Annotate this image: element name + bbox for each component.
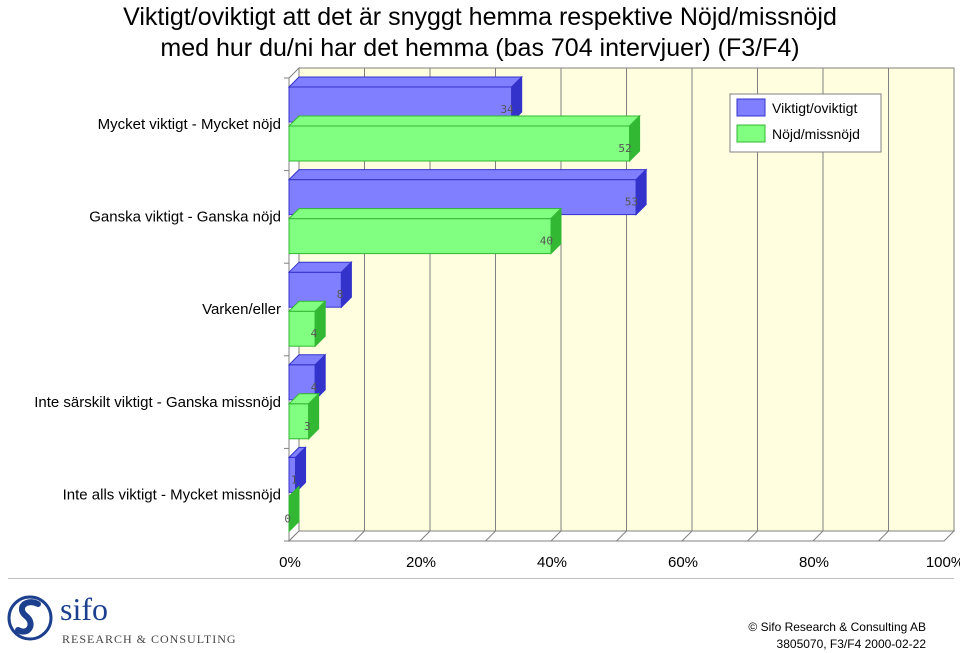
grid-floor-line (354, 530, 365, 542)
x-tick-label: 60% (668, 554, 698, 571)
bar-nojd-1-front (288, 218, 552, 255)
bar-nojd-2-front (288, 310, 316, 347)
bar-nojd-3-side (308, 392, 320, 441)
bar-viktigt-4-side (295, 446, 307, 494)
data-label-nojd: 0 (284, 512, 291, 525)
data-label-viktigt: 53 (625, 196, 638, 209)
logo-tagline: RESEARCH & CONSULTING (62, 632, 237, 646)
bar-viktigt-4 (287, 446, 307, 494)
legend-label: Viktigt/oviktigt (772, 100, 857, 116)
bar-viktigt-1-top (287, 169, 648, 181)
grid-floor-line (812, 530, 824, 542)
bar-nojd-0-side (629, 114, 641, 163)
data-label-nojd: 40 (540, 235, 553, 248)
category-label: Ganska viktigt - Ganska nöjd (89, 209, 281, 226)
grid-floor-line (878, 530, 889, 542)
legend-label: Nöjd/missnöjd (772, 126, 860, 142)
data-label-nojd: 3 (304, 420, 311, 433)
legend-swatch (736, 98, 766, 117)
grid-floor-line (419, 530, 431, 542)
bar-nojd-1-side (550, 207, 562, 255)
data-label-viktigt: 8 (337, 288, 344, 301)
x-tick-label: 40% (537, 554, 567, 571)
grid-floor-line (747, 530, 758, 542)
reference-text: 3805070, F3/F4 2000-02-22 (776, 637, 926, 651)
bar-nojd-4 (288, 485, 300, 533)
category-label: Mycket viktigt - Mycket nöjd (98, 116, 281, 133)
bar-viktigt-2-side (340, 260, 352, 309)
footer: © Sifo Research & Consulting AB 3805070,… (748, 619, 926, 653)
bar-nojd-1-top (287, 208, 563, 220)
legend-swatch (736, 124, 766, 143)
grid-floor-line (550, 530, 562, 542)
category-label: Varken/eller (202, 301, 281, 318)
data-label-viktigt: 34 (500, 103, 514, 116)
data-label-nojd: 4 (311, 327, 318, 340)
data-label-viktigt: 1 (291, 473, 298, 486)
bar-viktigt-3-side (314, 353, 326, 402)
chart-title: Viktigt/oviktigt att det är snyggt hemma… (0, 2, 960, 64)
chart-title-line1: Viktigt/oviktigt att det är snyggt hemma… (123, 3, 837, 31)
x-tick-label: 0% (279, 554, 301, 571)
sifo-logo-icon (7, 595, 53, 641)
data-label-viktigt: 4 (311, 381, 318, 394)
category-label: Inte alls viktigt - Mycket missnöjd (63, 486, 281, 503)
data-label-nojd: 52 (618, 142, 631, 155)
bar-nojd-0-front (288, 125, 631, 162)
bar-viktigt-3 (287, 353, 327, 402)
x-tick-label: 100% (926, 554, 960, 571)
bar-viktigt-0-top (287, 76, 523, 88)
bar-nojd-2 (287, 299, 327, 348)
chart-title-line2: med hur du/ni har det hemma (bas 704 int… (160, 34, 800, 62)
bar-viktigt-1-side (635, 168, 647, 216)
bar-nojd-1 (287, 207, 563, 255)
bar-nojd-3 (287, 392, 320, 441)
bar-viktigt-2-top (287, 261, 353, 273)
grid-floor-line (681, 530, 693, 542)
bar-viktigt-1 (287, 168, 648, 216)
bar-nojd-2-side (314, 299, 326, 348)
logo-wordmark: sifo (60, 591, 108, 627)
category-label: Inte särskilt viktigt - Ganska missnöjd (34, 394, 281, 411)
bar-viktigt-0-side (511, 75, 523, 124)
copyright-text: © Sifo Research & Consulting AB (748, 620, 926, 634)
bar-nojd-0-top (287, 115, 641, 127)
footer-divider (8, 578, 954, 579)
x-tick-label: 20% (406, 554, 436, 571)
grid-floor-line (616, 530, 627, 542)
grid-floor-line (485, 530, 496, 542)
x-tick-label: 80% (799, 554, 829, 571)
bar-viktigt-0 (287, 75, 523, 124)
bar-nojd-0 (287, 114, 641, 163)
bar-nojd-4-side (288, 485, 300, 533)
